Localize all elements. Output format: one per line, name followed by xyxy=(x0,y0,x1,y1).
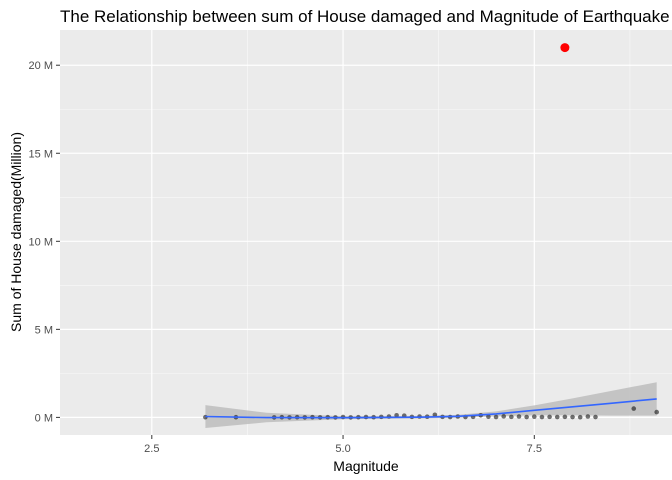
data-point xyxy=(394,412,399,418)
y-tick-label: 15 M xyxy=(29,148,53,160)
data-point xyxy=(570,414,575,420)
plot-panel xyxy=(60,30,672,435)
highlight-point xyxy=(560,43,570,53)
x-axis: 2.5 5.0 7.5 xyxy=(144,435,542,455)
data-point xyxy=(562,414,568,420)
y-tick-label: 0 M xyxy=(35,412,53,424)
data-point xyxy=(516,414,522,419)
data-point xyxy=(493,414,499,420)
data-point xyxy=(554,414,560,420)
x-tick-label: 5.0 xyxy=(335,443,350,455)
data-point xyxy=(577,414,583,420)
x-axis-title: Magnitude xyxy=(333,458,399,474)
data-point xyxy=(547,414,552,420)
x-tick-label: 2.5 xyxy=(144,443,159,455)
data-point xyxy=(539,414,545,420)
y-axis-title: Sum of House damaged(Million) xyxy=(8,132,24,332)
smooth-line-group xyxy=(205,398,657,419)
y-tick-label: 20 M xyxy=(29,60,53,72)
data-point xyxy=(524,414,529,420)
smooth-line xyxy=(205,398,657,419)
grid-minor xyxy=(60,30,672,435)
data-point xyxy=(593,414,598,420)
x-tick-label: 7.5 xyxy=(527,443,542,455)
y-tick-label: 10 M xyxy=(29,236,53,248)
data-point xyxy=(432,412,438,418)
y-tick-label: 5 M xyxy=(35,324,53,336)
chart-title: The Relationship between sum of House da… xyxy=(60,7,670,26)
data-point xyxy=(631,406,637,411)
data-point xyxy=(585,414,591,419)
data-point xyxy=(509,414,514,420)
data-point xyxy=(501,414,507,419)
y-axis: 0 M 5 M 10 M 15 M 20 M xyxy=(29,60,60,424)
data-point xyxy=(532,414,537,419)
highlight-group xyxy=(560,43,570,53)
data-point xyxy=(654,409,659,415)
data-point xyxy=(486,414,491,419)
